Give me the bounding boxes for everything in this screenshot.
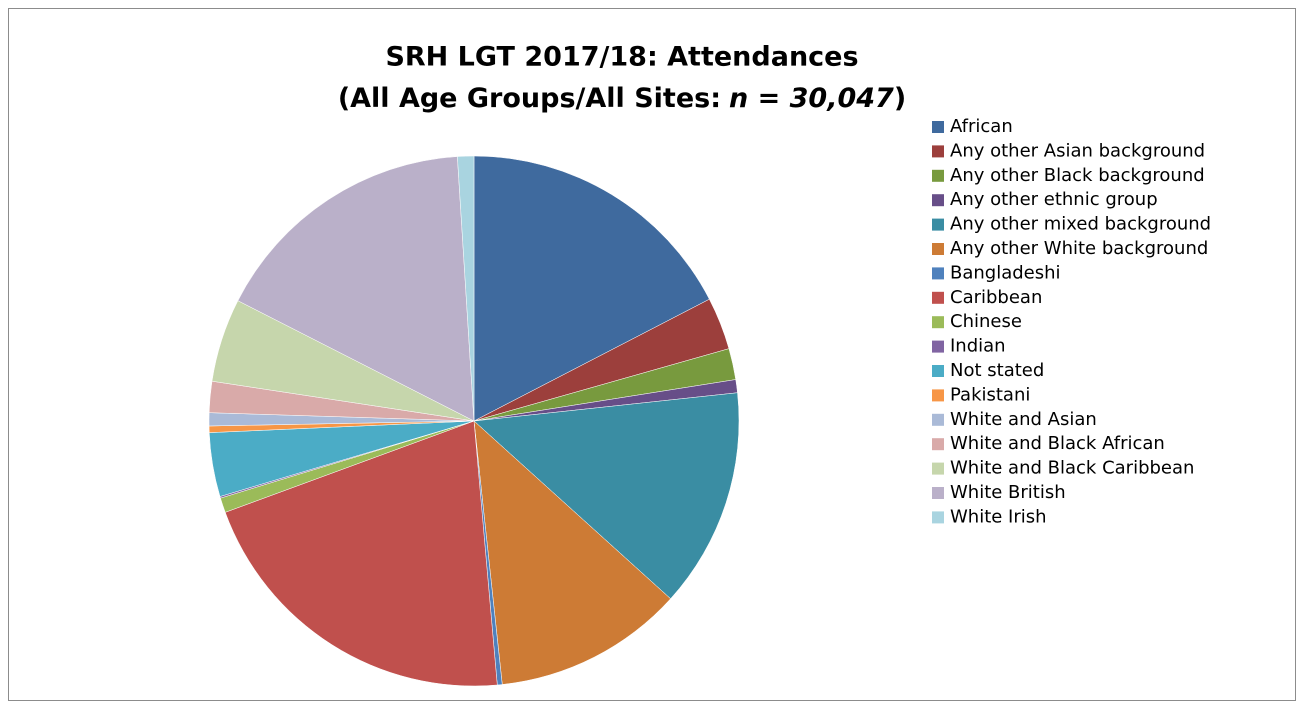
chart-title: SRH LGT 2017/18: Attendances [385,42,858,73]
legend-label: Any other mixed background [950,214,1211,235]
legend-swatch [932,487,944,499]
pie-slice [224,420,498,687]
legend-swatch [932,511,944,524]
subtitle-emphasis: n = 30,047 [729,83,894,114]
legend-swatch [932,340,944,353]
legend-label: Any other Black background [950,165,1205,186]
legend-swatch [932,145,944,158]
legend-swatch [932,365,944,377]
legend-swatch [932,169,944,182]
legend-label: White and Black Caribbean [950,458,1194,479]
legend-label: White and Black African [950,433,1165,454]
legend-label: African [950,116,1013,137]
legend-swatch [932,121,944,133]
chart-subtitle: (All Age Groups/All Sites: n = 30,047) [338,83,906,114]
subtitle-part: (All Age Groups/All Sites: [338,83,721,114]
pie-slice [457,155,475,422]
legend-swatch [932,267,944,280]
legend-swatch [932,462,944,475]
legend-label: White British [950,482,1066,503]
subtitle-part: ) [894,83,906,114]
legend-label: Chinese [950,311,1022,332]
legend-label: Caribbean [950,287,1042,308]
legend-swatch [932,389,944,402]
pie-slice [473,392,740,600]
legend-swatch [932,413,944,426]
legend-swatch [932,194,944,207]
legend-swatch [932,291,944,304]
legend-swatch [932,316,944,329]
legend-label: Any other White background [950,238,1208,259]
legend-swatch [932,218,944,231]
legend-label: Pakistani [950,384,1030,405]
pie-slice [473,155,710,422]
legend-label: Any other ethnic group [950,189,1158,210]
legend-label: Indian [950,336,1006,357]
legend-label: Any other Asian background [950,140,1205,161]
legend-label: White Irish [950,506,1047,527]
legend-label: Not stated [950,360,1044,381]
legend-label: White and Asian [950,409,1097,430]
legend-swatch [932,243,944,255]
legend-label: Bangladeshi [950,262,1061,283]
pie-slice [237,156,475,422]
pie-slice [473,420,671,685]
legend-swatch [932,438,944,451]
